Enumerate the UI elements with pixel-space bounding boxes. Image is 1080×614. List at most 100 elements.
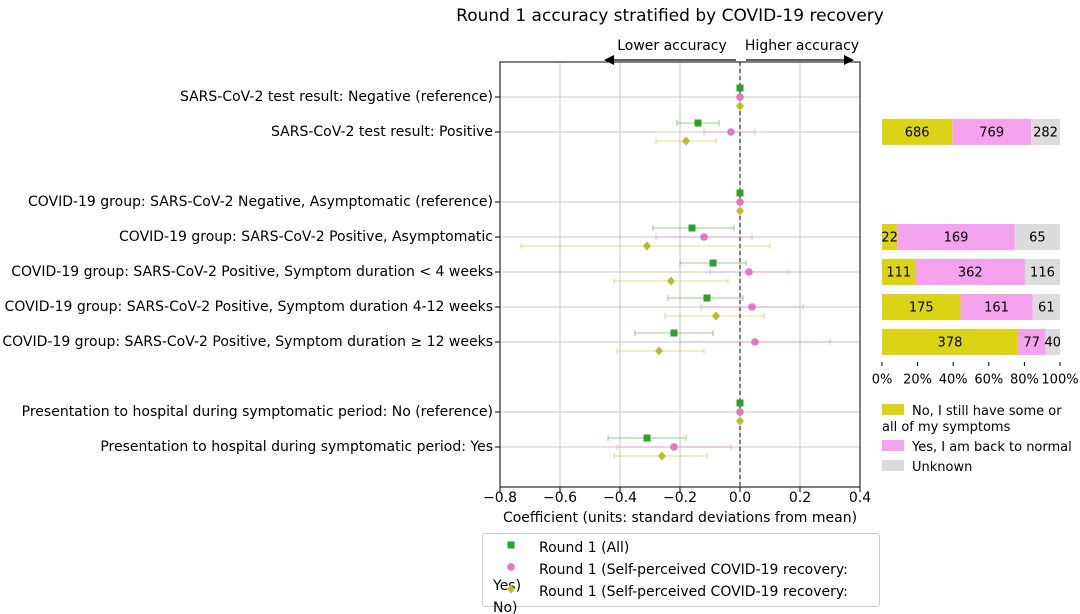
bar-segment	[897, 224, 1015, 250]
y-tick-label: COVID-19 group: SARS-CoV-2 Positive, Asy…	[119, 229, 493, 245]
marker	[670, 443, 678, 451]
marker	[670, 329, 678, 337]
marker	[736, 84, 744, 92]
legend-label: Round 1 (All)	[539, 540, 630, 556]
legend-entry: Round 1 (All)	[493, 538, 869, 560]
y-tick-label: Presentation to hospital during symptoma…	[100, 439, 493, 455]
legend-marker	[507, 584, 515, 594]
y-tick-label: Presentation to hospital during symptoma…	[22, 404, 493, 420]
marker	[658, 451, 666, 461]
x-tick-label: −0.2	[663, 490, 697, 506]
marker	[736, 206, 744, 216]
y-tick-label: COVID-19 group: SARS-CoV-2 Positive, Sym…	[2, 334, 493, 350]
data-label: 65	[1029, 231, 1046, 246]
bar-segment	[915, 259, 1025, 285]
x-tick-label: 40%	[939, 373, 968, 388]
bar-segment	[952, 119, 1032, 145]
marker	[751, 338, 759, 346]
legend-label: No, I still have some or all of my sympt…	[882, 404, 1062, 435]
x-tick-label: 0.2	[789, 490, 811, 506]
marker	[688, 224, 696, 232]
arrow-head	[604, 55, 614, 65]
annotation: Lower accuracy	[617, 38, 727, 54]
marker	[643, 434, 651, 442]
bar-segment	[882, 329, 1018, 355]
data-label: 362	[958, 266, 983, 281]
marker	[736, 101, 744, 111]
x-axis-label: Coefficient (units: standard deviations …	[503, 510, 857, 526]
chart-title: Round 1 accuracy stratified by COVID-19 …	[456, 6, 884, 26]
bar-segment	[1014, 224, 1060, 250]
marker	[700, 233, 708, 241]
data-label: 686	[905, 126, 930, 141]
bar-segment	[1031, 119, 1060, 145]
x-tick-label: −0.8	[483, 490, 517, 506]
y-tick-label: SARS-CoV-2 test result: Positive	[271, 124, 493, 140]
bar-segment	[1024, 259, 1060, 285]
data-label: 769	[979, 126, 1004, 141]
bar-segment	[882, 259, 916, 285]
legend-entry: Round 1 (Self-perceived COVID-19 recover…	[493, 560, 869, 594]
annotation: Higher accuracy	[745, 38, 859, 54]
x-tick-label: 20%	[903, 373, 932, 388]
x-tick-label: 60%	[974, 373, 1003, 388]
marker	[736, 399, 744, 407]
marker	[643, 241, 651, 251]
legend-marker	[507, 541, 515, 549]
legend-swatch	[882, 460, 904, 471]
bar-segment	[882, 224, 898, 250]
bar-segment	[1045, 329, 1060, 355]
legend-entry: Unknown	[882, 457, 1072, 476]
x-tick-label: 80%	[1010, 373, 1039, 388]
data-label: 116	[1030, 266, 1055, 281]
marker	[736, 189, 744, 197]
marker	[712, 311, 720, 321]
plot-frame	[499, 61, 861, 488]
legend: No, I still have some or all of my sympt…	[882, 401, 1072, 477]
data-label: 40	[1045, 336, 1062, 351]
legend-label: Yes, I am back to normal	[912, 440, 1072, 455]
marker	[655, 346, 663, 356]
data-label: 282	[1033, 126, 1058, 141]
x-tick-label: 100%	[1041, 373, 1078, 388]
x-tick-label: 0.4	[849, 490, 871, 506]
data-label: 111	[886, 266, 911, 281]
marker	[709, 259, 717, 267]
legend-label: Unknown	[912, 460, 973, 475]
bar-segment	[1032, 294, 1060, 320]
x-tick-label: −0.4	[603, 490, 637, 506]
data-label: 169	[944, 231, 969, 246]
legend-entry: Round 1 (Self-perceived COVID-19 recover…	[493, 582, 869, 614]
legend: Round 1 (All) Round 1 (Self-perceived COV…	[482, 533, 880, 614]
marker	[745, 268, 753, 276]
data-label: 61	[1038, 301, 1055, 316]
marker	[736, 198, 744, 206]
data-label: 175	[909, 301, 934, 316]
marker	[727, 128, 735, 136]
data-label: 22	[881, 231, 898, 246]
bar-segment	[882, 119, 953, 145]
legend-entry: No, I still have some or all of my sympt…	[882, 401, 1072, 436]
x-tick-label: 0.0	[729, 490, 751, 506]
legend-swatch	[882, 404, 904, 415]
marker	[736, 93, 744, 101]
y-tick-label: COVID-19 group: SARS-CoV-2 Positive, Sym…	[5, 299, 493, 315]
marker	[748, 303, 756, 311]
marker	[682, 136, 690, 146]
y-tick-label: SARS-CoV-2 test result: Negative (refere…	[180, 89, 493, 105]
data-label: 77	[1023, 336, 1040, 351]
y-tick-label: COVID-19 group: SARS-CoV-2 Positive, Sym…	[11, 264, 493, 280]
x-tick-label: 0%	[872, 373, 893, 388]
x-tick-label: −0.6	[543, 490, 577, 506]
marker	[694, 119, 702, 127]
marker	[667, 276, 675, 286]
legend-swatch	[882, 440, 904, 451]
legend-entry: Yes, I am back to normal	[882, 437, 1072, 456]
data-label: 161	[984, 301, 1009, 316]
legend-marker	[507, 563, 515, 571]
marker	[736, 416, 744, 426]
marker	[736, 408, 744, 416]
arrow-head	[844, 55, 854, 65]
